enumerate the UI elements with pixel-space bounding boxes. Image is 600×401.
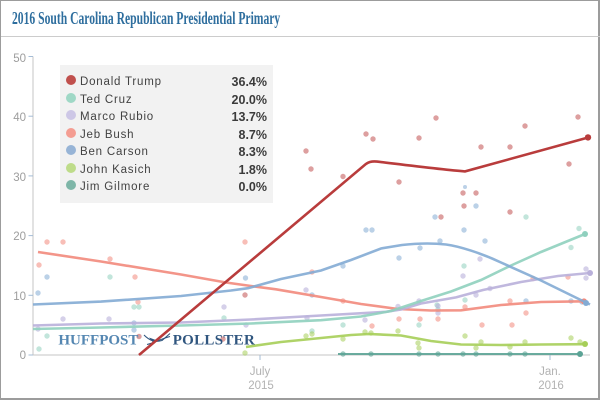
svg-text:20: 20 — [13, 231, 26, 243]
svg-text:HUFFPOST: HUFFPOST — [58, 333, 138, 349]
svg-text:10: 10 — [13, 291, 26, 303]
svg-text:0: 0 — [20, 350, 26, 362]
svg-text:July: July — [250, 366, 271, 378]
svg-text:30: 30 — [13, 172, 26, 184]
svg-text:2015: 2015 — [248, 380, 274, 392]
svg-text:40: 40 — [13, 112, 26, 124]
svg-text:50: 50 — [13, 53, 26, 65]
svg-text:POLLSTER: POLLSTER — [173, 333, 255, 349]
svg-text:Jan.: Jan. — [539, 366, 561, 378]
svg-text:2016: 2016 — [538, 380, 564, 392]
